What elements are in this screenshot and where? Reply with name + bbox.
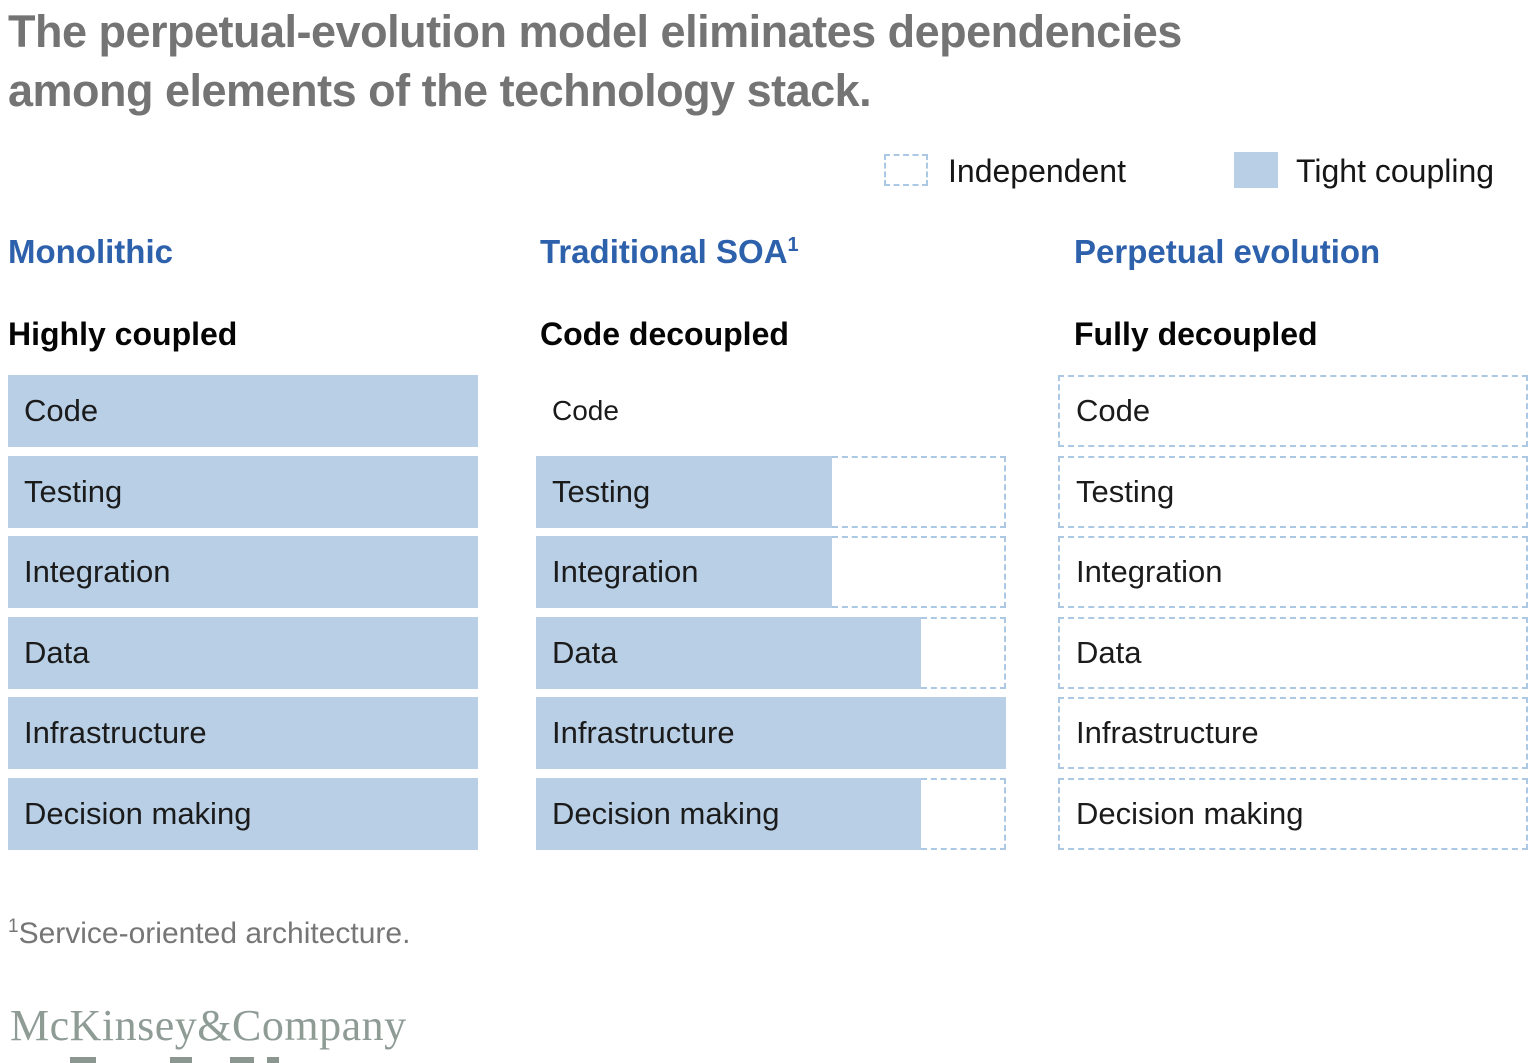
stack-row: Data [8,617,478,689]
independent-box: Integration [1058,536,1528,608]
tight-coupling-bar: Infrastructure [8,697,478,769]
column-header-perpetual-evolution: Perpetual evolution [1074,233,1380,271]
row-label: Decision making [1076,796,1304,831]
independent-box: Data [1058,617,1528,689]
row-label: Testing [1076,474,1175,509]
footnote: 1Service-oriented architecture. [8,916,410,951]
stack-row: Decision making [536,778,1006,850]
column-subtitle-highly-coupled: Highly coupled [8,316,238,352]
row-label: Integration [1076,554,1223,589]
stack-row: Testing [8,456,478,528]
column-header-monolithic: Monolithic [8,233,173,271]
independent-outline [832,456,1006,528]
stack-row: Integration [536,536,1006,608]
independent-outline [832,536,1006,608]
row-label: Data [24,635,90,670]
stack-row: Testing [1058,456,1528,528]
tight-coupling-bar: Testing [8,456,478,528]
stack-row: Testing [536,456,1006,528]
row-label: Code [552,395,619,426]
title-line-2: among elements of the technology stack. [8,65,872,117]
row-label: Testing [552,474,651,509]
independent-box: Testing [1058,456,1528,528]
tight-coupling-bar: Integration [8,536,478,608]
independent-outline [921,778,1006,850]
row-label: Infrastructure [24,715,207,750]
stack-row: Integration [8,536,478,608]
stack-row: Data [1058,617,1528,689]
stack-row: Integration [1058,536,1528,608]
tight-coupling-bar: Testing [536,456,833,528]
page-title: The perpetual-evolution model eliminates… [8,2,1488,121]
independent-box: Code [1058,375,1528,447]
independent-outline [921,617,1006,689]
independent-swatch-icon [884,154,928,186]
stack-row: Decision making [1058,778,1528,850]
tight-coupling-bar: Code [8,375,478,447]
stack-row: Data [536,617,1006,689]
column-subtitle-code-decoupled: Code decoupled [540,316,789,352]
column-monolithic: Code Testing Integration Data Infrastruc… [8,375,478,855]
tight-coupling-swatch-icon [1234,152,1278,188]
tight-coupling-bar: Decision making [8,778,478,850]
tight-coupling-bar: Integration [536,536,833,608]
cutoff-text-fragment [230,1057,254,1063]
row-label: Decision making [552,796,780,831]
legend-tight-coupling-label: Tight coupling [1296,153,1495,189]
tight-coupling-bar: Decision making [536,778,922,850]
stack-row: Infrastructure [536,697,1006,769]
mckinsey-logo: McKinsey&Company [10,1001,407,1050]
row-label: Testing [24,474,123,509]
row-label: Code [1076,393,1151,428]
footnote-sup: 1 [8,916,19,937]
column-header-text: Monolithic [8,233,173,270]
column-header-text: Perpetual evolution [1074,233,1381,270]
row-label: Infrastructure [552,715,735,750]
column-perpetual-evolution: Code Testing Integration Data Infrastruc… [1058,375,1528,855]
footnote-text: Service-oriented architecture. [18,917,411,950]
title-line-1: The perpetual-evolution model eliminates… [8,6,1182,57]
independent-box: Infrastructure [1058,697,1528,769]
stack-row: Code [1058,375,1528,447]
stack-row: Infrastructure [1058,697,1528,769]
cutoff-text-fragment [70,1057,96,1063]
column-header-traditional-soa: Traditional SOA1 [540,233,799,271]
column-header-sup: 1 [787,234,799,256]
stack-row: Code [8,375,478,447]
column-traditional-soa: Code Testing Integration Data Infrastruc… [536,375,1006,855]
independent-box: Decision making [1058,778,1528,850]
row-label: Data [552,635,618,670]
legend-independent-label: Independent [948,153,1126,189]
stack-row: Code [536,375,1006,447]
row-label: Integration [552,554,699,589]
tight-coupling-bar: Data [536,617,922,689]
row-label: Infrastructure [1076,715,1259,750]
column-subtitle-fully-decoupled: Fully decoupled [1074,316,1318,352]
row-label: Code [24,393,99,428]
row-label: Data [1076,635,1142,670]
column-header-text: Traditional SOA [540,233,788,270]
cutoff-text-fragment [267,1057,279,1063]
stack-row: Decision making [8,778,478,850]
row-label: Integration [24,554,171,589]
cutoff-text-fragment [170,1057,192,1063]
row-label: Decision making [24,796,252,831]
stack-row: Infrastructure [8,697,478,769]
tight-coupling-bar: Data [8,617,478,689]
tight-coupling-bar: Infrastructure [536,697,1006,769]
